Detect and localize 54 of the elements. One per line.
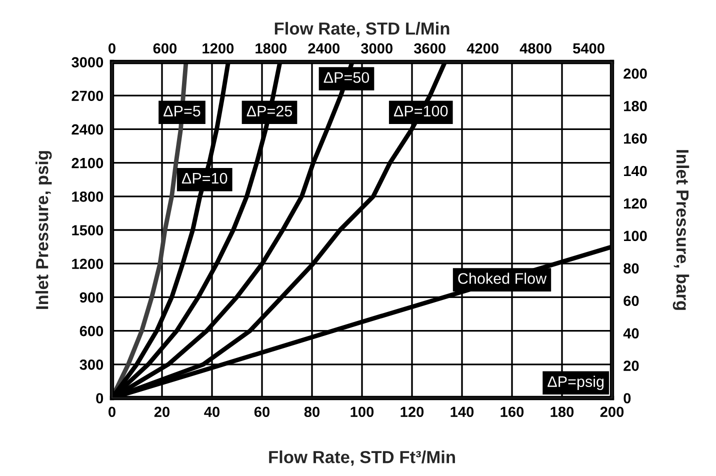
y-tick-label: 600 (80, 326, 104, 336)
y-tick-label: 1800 (72, 192, 104, 202)
x-tick-label: 0 (108, 406, 116, 418)
y-tick-label: 1200 (72, 258, 104, 270)
y2-tick-label: 60 (624, 296, 639, 306)
series-label: ΔP=100 (394, 106, 448, 116)
y-tick-label: 2400 (72, 124, 104, 135)
series-label: ΔP=10 (182, 172, 228, 184)
y-tick-label: 2700 (72, 90, 104, 102)
x-tick-label: 140 (450, 406, 474, 418)
x2-tick-label: 3600 (414, 43, 446, 54)
y-tick-label: 300 (80, 360, 104, 370)
y2-tick-label: 120 (624, 198, 647, 209)
y-tick-label: 1500 (72, 225, 104, 236)
x-tick-label: 100 (350, 406, 374, 418)
x2-axis-title: Flow Rate, STD L/Min (274, 22, 450, 38)
y2-tick-label: 200 (624, 68, 647, 79)
x2-tick-label: 600 (153, 43, 177, 54)
series-label: ΔP=5 (164, 106, 200, 116)
series-label: ΔP=25 (246, 106, 292, 116)
x-tick-label: 20 (154, 406, 170, 418)
y2-tick-label: 100 (624, 230, 647, 242)
x2-tick-label: 4800 (520, 43, 552, 54)
annotation: ΔP=psig (548, 376, 604, 390)
x-tick-label: 60 (254, 406, 270, 418)
y2-tick-label: 20 (624, 360, 639, 371)
x-tick-label: 180 (550, 406, 574, 418)
x2-tick-label: 3000 (360, 43, 392, 54)
y2-axis-title: Inlet Pressure, barg (672, 150, 690, 310)
x2-tick-label: 2400 (308, 43, 340, 54)
y2-tick-label: 80 (624, 263, 639, 274)
y2-tick-label: 160 (624, 133, 647, 144)
x-tick-label: 160 (500, 406, 524, 418)
y-axis-title: Inlet Pressure, psig (36, 151, 52, 309)
y-tick-label: 3000 (72, 57, 104, 68)
y2-tick-label: 180 (624, 100, 647, 112)
x2-tick-label: 4200 (466, 43, 498, 54)
x2-tick-label: 0 (108, 43, 116, 54)
y-tick-label: 2100 (72, 158, 104, 168)
y-tick-label: 900 (80, 292, 104, 303)
y2-tick-label: 40 (623, 328, 639, 338)
series-label: Choked Flow (458, 272, 547, 284)
y2-tick-label: 140 (624, 166, 647, 176)
x2-tick-label: 1800 (256, 43, 287, 54)
y-tick-label: 0 (96, 393, 104, 404)
x2-tick-label: 1200 (202, 43, 234, 54)
x-axis-title: Flow Rate, STD Ft³/Min (269, 450, 455, 466)
x-tick-label: 200 (600, 406, 624, 418)
x-tick-label: 120 (400, 406, 424, 418)
series-label: ΔP=50 (324, 72, 370, 83)
x2-tick-label: 5400 (573, 43, 604, 54)
y2-tick-label: 0 (624, 393, 631, 404)
x-tick-label: 40 (204, 406, 220, 418)
x-tick-label: 80 (304, 406, 320, 418)
